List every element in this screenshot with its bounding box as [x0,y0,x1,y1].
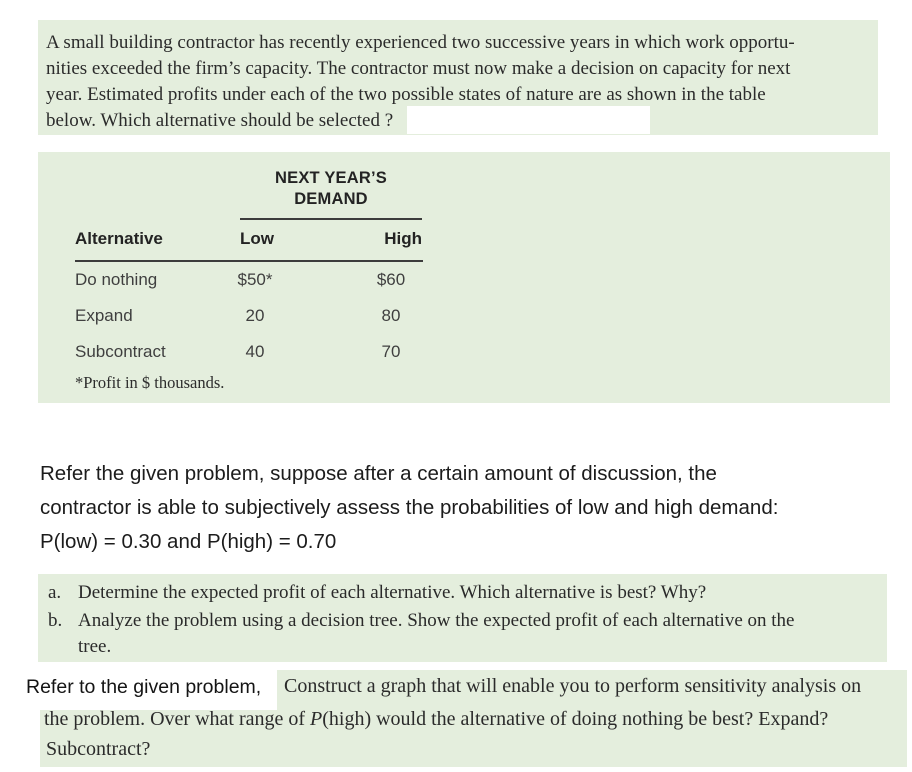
payoff-table-block: NEXT YEAR’S DEMAND Alternative Low High … [38,152,890,403]
row2-low-value: 20 [245,306,265,325]
probability-paragraph: Refer the given problem, suppose after a… [40,457,908,559]
question-a-text: Determine the expected profit of each al… [78,582,707,603]
row1-alternative: Do nothing [75,270,158,289]
intro-paragraph-block: A small building contractor has recently… [38,20,878,135]
table-spanner-heading: NEXT YEAR’S DEMAND [240,168,422,210]
erased-area [407,106,650,134]
column-header-alternative: Alternative [75,229,163,248]
row1-low-value: $50* [237,270,273,289]
row3-high-value: 70 [381,342,401,361]
sensitivity-line2-italic-p: P [310,708,323,730]
intro-line-3: year. Estimated profits under each of th… [46,84,766,105]
row2-high-value: 80 [381,306,401,325]
question-b-text-line2: tree. [78,636,112,657]
row2-alternative: Expand [75,306,133,325]
intro-line-1: A small building contractor has recently… [46,32,795,53]
table-spanner-rule [240,218,422,220]
table-footnote: *Profit in $ thousands. [75,373,225,392]
spanner-line-2: DEMAND [294,190,368,208]
column-header-low: Low [240,229,274,248]
intro-line-4: below. Which alternative should be selec… [46,110,394,131]
question-b-label: b. [48,610,63,631]
question-b-text-line1: Analyze the problem using a decision tre… [78,610,795,631]
column-header-high: High [384,229,422,248]
row3-low-value: 40 [245,342,265,361]
refer-label: Refer to the given problem, [26,676,262,698]
probability-line-3: P(low) = 0.30 and P(high) = 0.70 [40,530,337,553]
sensitivity-line-2: the problem. Over what range of P(high) … [44,708,828,731]
sensitivity-line-1: Construct a graph that will enable you t… [284,675,862,697]
intro-line-2: nities exceeded the firm’s capacity. The… [46,58,791,79]
refer-label-box: Refer to the given problem, [18,664,277,710]
row3-alternative: Subcontract [75,342,166,361]
probability-line-1: Refer the given problem, suppose after a… [40,462,717,485]
sensitivity-line2-pre: the problem. Over what range of [44,708,311,730]
spanner-line-1: NEXT YEAR’S [275,169,387,187]
table-header-rule [75,260,423,262]
sensitivity-line-3: Subcontract? [46,738,151,760]
intro-paragraph: A small building contractor has recently… [46,30,795,134]
sensitivity-line2-post: (high) would the alternative of doing no… [322,708,829,730]
probability-line-2: contractor is able to subjectively asses… [40,496,779,519]
question-a-label: a. [48,582,62,603]
questions-block: a. Determine the expected profit of each… [38,574,887,662]
row1-high-value: $60 [376,270,406,289]
